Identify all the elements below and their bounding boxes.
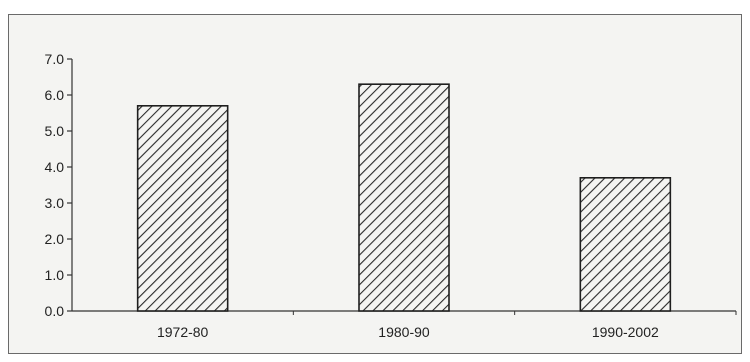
y-tick-label: 1.0 xyxy=(45,267,65,283)
x-tick-label: 1990-2002 xyxy=(592,324,659,340)
bar-1972-80 xyxy=(136,105,229,312)
bar-1980-90 xyxy=(358,83,450,312)
y-tick-label: 2.0 xyxy=(45,231,65,247)
y-tick-label: 3.0 xyxy=(45,195,65,211)
y-tick-label: 6.0 xyxy=(45,87,65,103)
y-tick-label: 0.0 xyxy=(45,303,65,319)
x-tick-label: 1972-80 xyxy=(157,324,209,340)
bar-1990-2002 xyxy=(579,177,672,312)
y-tick-label: 7.0 xyxy=(45,51,65,67)
y-tick-label: 5.0 xyxy=(45,123,65,139)
x-tick-label: 1980-90 xyxy=(378,324,430,340)
y-tick-label: 4.0 xyxy=(45,159,65,175)
